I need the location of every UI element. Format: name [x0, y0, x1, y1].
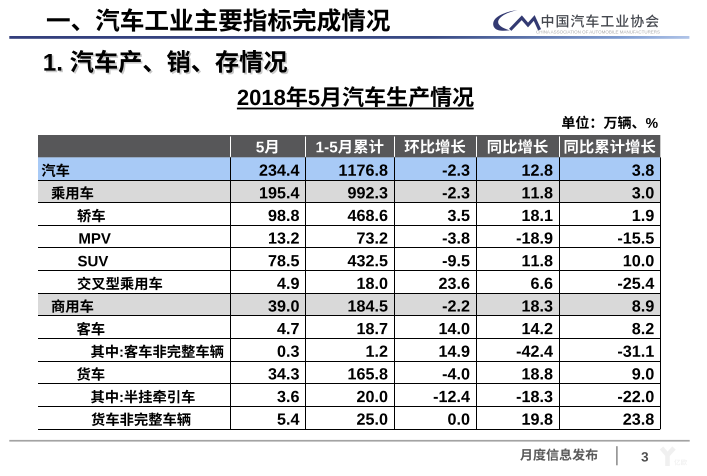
svg-text:CHINA ASSOCIATION OF AUTOMOBIL: CHINA ASSOCIATION OF AUTOMOBILE MANUFACT… [536, 29, 660, 34]
